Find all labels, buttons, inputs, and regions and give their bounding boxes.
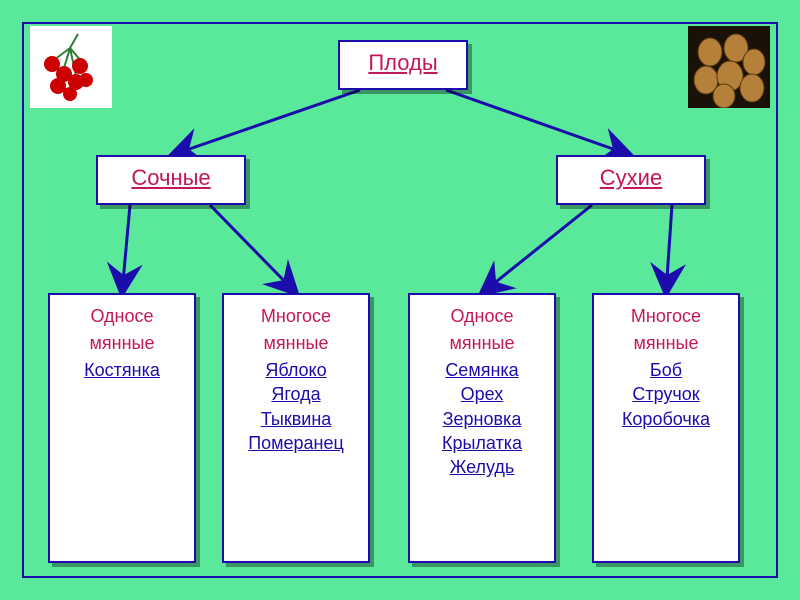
leaf-list: Яблоко ЯгодаТыквинаПомеранец (224, 358, 368, 455)
leaf-head-line1: Односе (50, 305, 194, 328)
leaf-item: Коробочка (594, 407, 738, 431)
leaf-item: Ягода (224, 382, 368, 406)
leaf-head-line2: мянные (50, 332, 194, 355)
leaf-item: Зерновка (410, 407, 554, 431)
leaf-item: Тыквина (224, 407, 368, 431)
leaf-list: Костянка (50, 358, 194, 382)
leaf-head-line1: Односе (410, 305, 554, 328)
leaf-node: Многосе мянные Яблоко ЯгодаТыквинаПомера… (222, 293, 370, 563)
leaf-item: Орех (410, 382, 554, 406)
leaf-item: Яблоко (224, 358, 368, 382)
leaf-list: БобСтручокКоробочка (594, 358, 738, 431)
leaf-list: СемянкаОрехЗерновкаКрылаткаЖелудь (410, 358, 554, 479)
leaf-head-line2: мянные (410, 332, 554, 355)
leaf-item: Стручок (594, 382, 738, 406)
leaf-item: Желудь (410, 455, 554, 479)
node-dry: Сухие (556, 155, 706, 205)
leaf-node: Односе мянные СемянкаОрехЗерновкаКрылатк… (408, 293, 556, 563)
leaf-item: Померанец (224, 431, 368, 455)
leaf-node: Многосе мянные БобСтручокКоробочка (592, 293, 740, 563)
leaf-item: Крылатка (410, 431, 554, 455)
nuts-image (688, 26, 770, 108)
leaf-item: Боб (594, 358, 738, 382)
node-dry-label: Сухие (558, 157, 704, 199)
leaf-head-line2: мянные (224, 332, 368, 355)
leaf-head-line2: мянные (594, 332, 738, 355)
root-node: Плоды (338, 40, 468, 90)
leaf-item: Семянка (410, 358, 554, 382)
berries-image (30, 26, 112, 108)
leaf-head-line1: Многосе (594, 305, 738, 328)
leaf-node: Односе мянные Костянка (48, 293, 196, 563)
node-juicy-label: Сочные (98, 157, 244, 199)
leaf-head-line1: Многосе (224, 305, 368, 328)
leaf-item: Костянка (50, 358, 194, 382)
node-juicy: Сочные (96, 155, 246, 205)
root-label: Плоды (340, 42, 466, 84)
